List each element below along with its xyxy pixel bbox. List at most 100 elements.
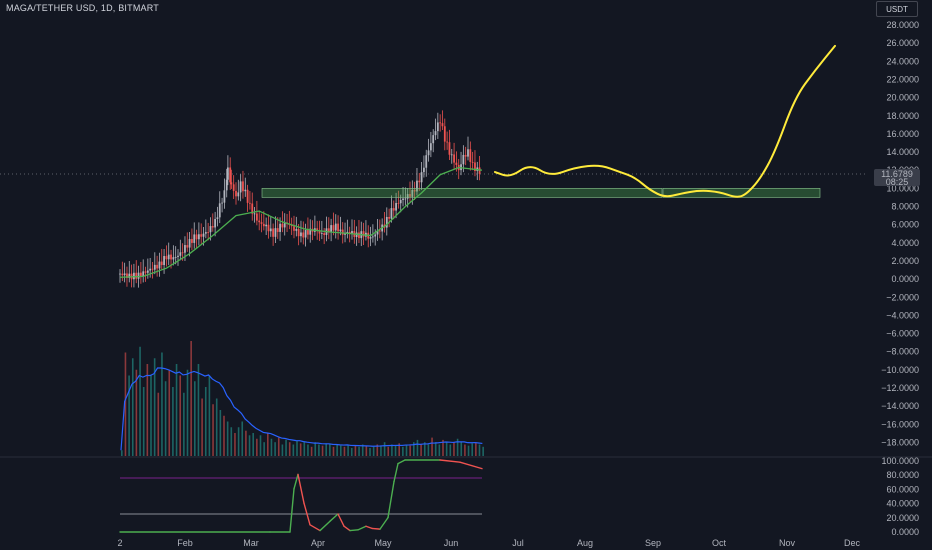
price-tick-label: 10.0000 [886,183,919,193]
overlays-layer [119,44,836,278]
candle-body [474,162,476,171]
volume-bar [369,447,371,456]
candle-body [416,180,418,192]
candle-body [262,223,265,227]
candle-body [260,222,263,224]
volume-bar [131,358,134,456]
candle-body [226,167,229,180]
time-tick-label: Oct [712,538,727,548]
candle-body [399,199,402,204]
candle-body [207,232,210,233]
oscillator-axis[interactable]: 100.0000 80.0000 60.0000 40.0000 20.0000 0.00… [881,456,919,537]
price-tick-label: 16.0000 [886,129,919,139]
chart-title: MAGA/TETHER USD, 1D, BITMART [6,3,159,13]
candle-body [462,154,465,165]
volume-bar [413,442,415,456]
candle-body [297,229,300,237]
candle-body [186,245,189,248]
volume-bar [394,445,397,456]
candle-body [467,149,469,157]
volume-bar [121,450,123,456]
volume-bar [391,444,393,456]
volume-bar [146,364,149,456]
volume-bar [190,341,192,456]
volume-bar [361,444,364,456]
candle-body [193,234,196,243]
price-tick-label: 20.0000 [886,93,919,103]
volume-bar [427,444,430,456]
candle-body [244,189,247,192]
candle-body [334,223,337,231]
volume-bar [387,446,390,456]
oscillator-segment [293,473,299,490]
volume-bar [456,438,459,456]
candle-body [151,268,154,270]
candle-body [158,261,161,269]
volume-bar [380,445,382,456]
volume-bar [358,446,360,456]
volume-bar [482,446,484,456]
candle-body [432,135,435,144]
osc-tick-label: 80.0000 [886,470,919,480]
price-tick-label: 26.0000 [886,38,919,48]
volume-bar [237,427,240,456]
last-price-label: 11.6789 [881,169,913,179]
oscillator-segment [337,513,345,527]
candle-body [229,167,232,183]
candle-body [392,208,395,211]
candle-body [455,162,458,165]
candle-body [413,189,416,192]
price-tick-label: 24.0000 [886,56,919,66]
time-tick-label: May [374,538,392,548]
candle-body [358,232,360,239]
volume-bar [194,381,196,456]
oscillator-segment [379,516,389,530]
osc-tick-label: 100.0000 [881,456,919,466]
candle-body [348,231,351,234]
candle-body [320,233,323,234]
candle-body [211,226,214,228]
candle-body [327,228,330,233]
volume-bar [416,439,419,456]
candle-body [434,131,437,136]
volume-bar [329,444,331,456]
time-tick-label: Apr [311,538,325,548]
volume-bar [460,442,463,456]
candle-body [409,194,411,197]
volume-bar [372,446,375,456]
candle-body [181,252,184,254]
currency-button[interactable]: USDT [876,1,918,17]
candle-body [146,270,149,273]
candle-body [332,225,335,231]
osc-tick-label: 60.0000 [886,484,919,494]
volume-bar [241,421,244,456]
price-tick-label: 28.0000 [886,20,919,30]
candle-body [418,180,421,183]
price-tick-label: −8.0000 [886,347,919,357]
candle-body [304,230,307,238]
time-tick-label: Aug [577,538,593,548]
volume-bar [467,445,470,456]
volume-bar [223,415,225,456]
candle-body [232,184,235,191]
candle-body [265,224,268,227]
candle-body [230,182,233,185]
volume-bar [438,444,441,456]
candles-layer [119,110,481,288]
volume-bar [135,369,138,456]
volume-bar [175,364,178,456]
candle-body [330,225,333,233]
volume-bar [475,442,477,456]
candle-body [237,192,240,197]
candle-body [318,231,321,234]
candle-body [427,150,430,156]
volume-bar [277,437,280,456]
volume-bar [179,375,181,456]
volume-bar [318,444,320,456]
candle-body [204,232,207,234]
volume-bar [471,443,473,456]
time-axis[interactable]: 2 Feb Mar Apr May Jun Jul Aug Sep Oct Nov Dec [117,538,860,548]
price-axis[interactable]: 28.0000 26.0000 24.0000 22.0000 20.0000 18.00… [0,20,932,458]
volume-bar [226,421,229,456]
